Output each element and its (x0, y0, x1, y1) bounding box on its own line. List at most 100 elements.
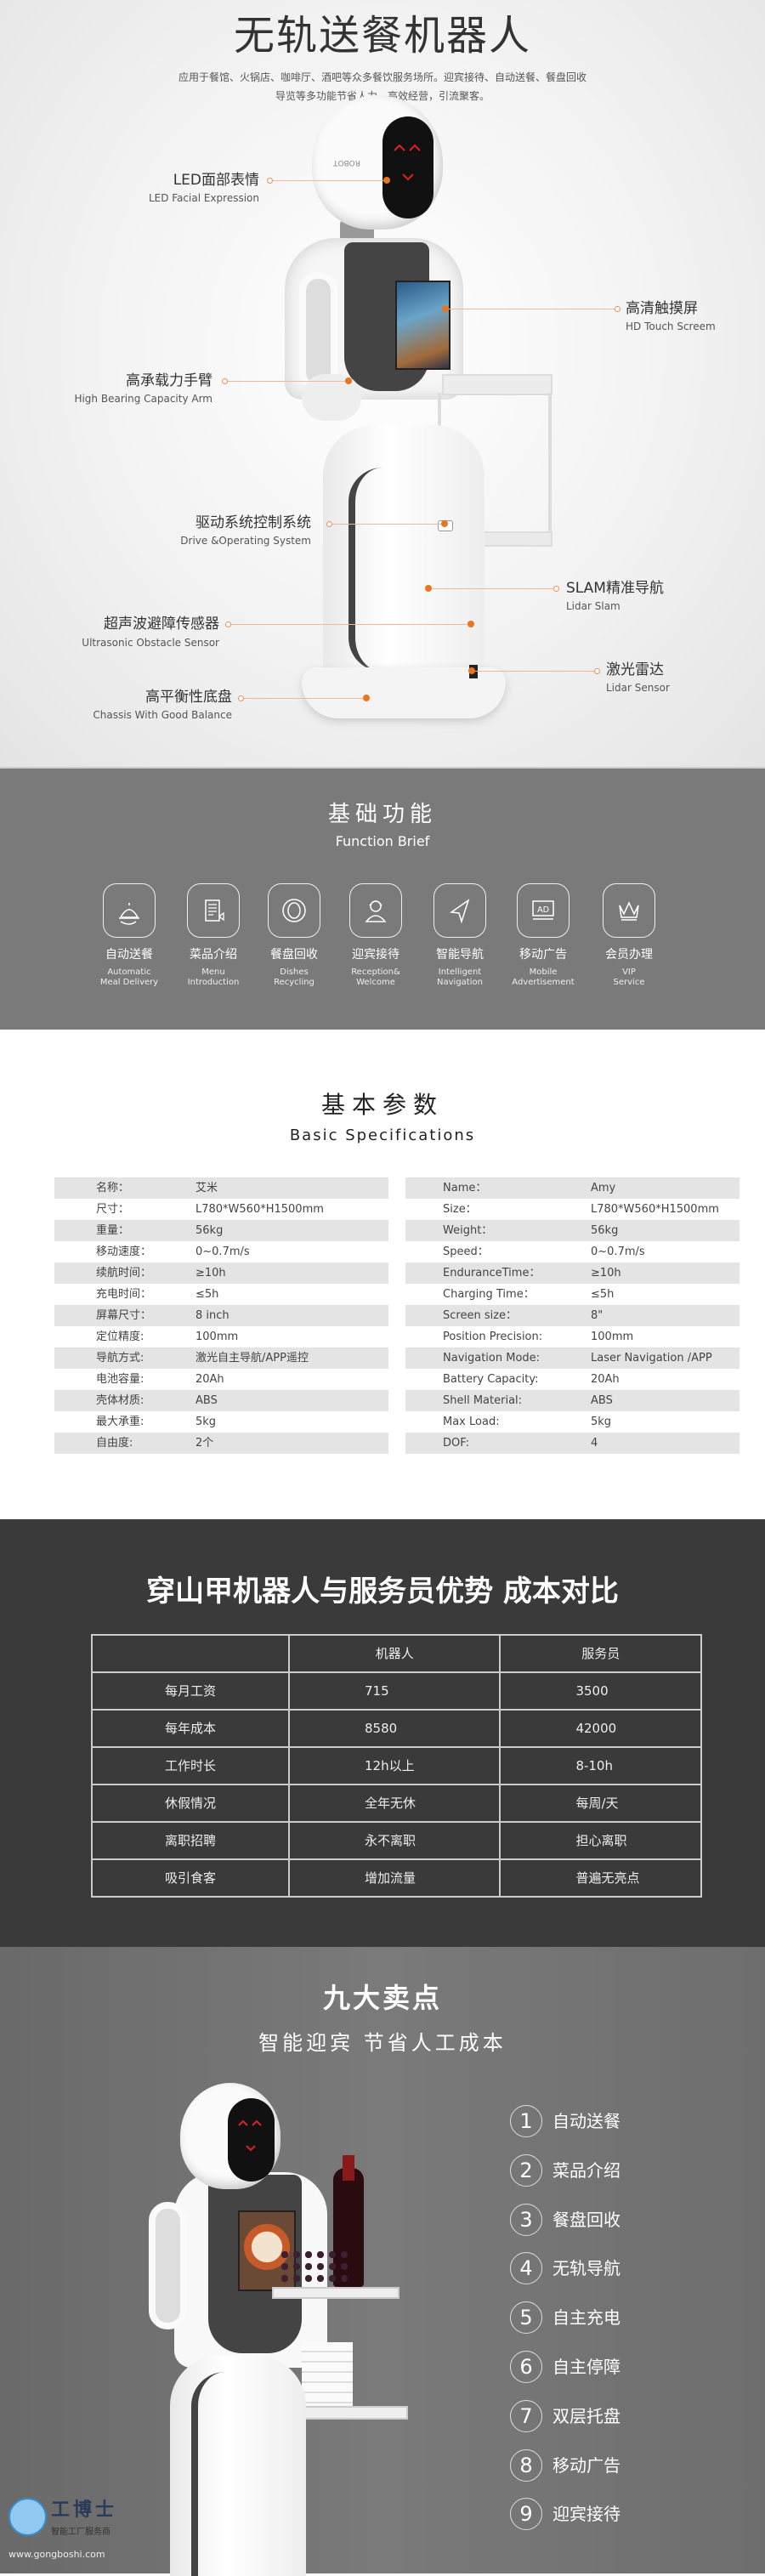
spec-label: 电池容量: (96, 1372, 144, 1386)
comparison-cell: 每周/天 (499, 1784, 702, 1823)
cloche-icon (119, 903, 139, 925)
selling-point-label: 菜品介绍 (552, 2159, 620, 2181)
crown-icon (619, 901, 639, 921)
selling-point-item: 9 迎宾接待 (510, 2498, 620, 2531)
callout-lidar-en: Lidar Sensor (606, 682, 670, 694)
function-label-cn: 移动广告 (519, 948, 567, 962)
watermark-url: www.gongboshi.com (8, 2549, 105, 2560)
spec-row: Charging Time： ≤5h (405, 1284, 740, 1305)
watermark-name: 工博士 (51, 2499, 118, 2521)
led-expression-icon (238, 2119, 262, 2152)
selling-point-label: 迎宾接待 (552, 2504, 620, 2525)
spec-value: 56kg (196, 1223, 224, 1237)
comparison-cell: 每年成本 (91, 1709, 290, 1748)
comparison-row: 休假情况 全年无休 每周/天 (91, 1784, 702, 1823)
watermark-tagline: 智能工厂服务商 (51, 2528, 110, 2537)
callout-slam-cn: SLAM精准导航 (566, 580, 664, 597)
selling-point-item: 3 餐盘回收 (510, 2203, 620, 2236)
function-6-button[interactable] (603, 883, 655, 938)
callout-chassis-cn: 高平衡性底盘 (145, 689, 232, 706)
callout-ultrasonic-cn: 超声波避障传感器 (104, 616, 219, 633)
spec-row: 续航时间： ≥10h (54, 1262, 388, 1284)
led-expression-icon (394, 144, 421, 181)
comparison-cell: 吸引食客 (91, 1858, 290, 1898)
spec-row: 移动速度： 0~0.7m/s (54, 1241, 388, 1262)
selling-points-title: 九大卖点 (322, 1982, 442, 2014)
spec-value: 艾米 (196, 1181, 218, 1194)
specifications-section: 基本参数 Basic Specifications 名称： 艾米 尺寸： L78… (0, 1030, 765, 1519)
spec-label: 移动速度： (96, 1245, 152, 1258)
comparison-cell: 3500 (499, 1671, 702, 1711)
function-label-en: Dishes (280, 967, 309, 977)
spec-value: ABS (591, 1393, 613, 1407)
comparison-title: 穿山甲机器人与服务员优势 成本对比 (146, 1575, 619, 1609)
number-circle: 9 (510, 2498, 542, 2531)
function-4-button[interactable] (434, 883, 486, 938)
number-circle: 7 (510, 2399, 542, 2432)
function-label-en: Automatic (107, 967, 151, 977)
callout-ultrasonic-en: Ultrasonic Obstacle Sensor (82, 637, 219, 649)
function-label-en: Welcome (356, 978, 395, 987)
spec-label: 尺寸： (96, 1202, 130, 1216)
function-label-en: Intelligent (438, 967, 482, 977)
spec-value: 8 inch (196, 1308, 230, 1322)
callout-arm-en: High Bearing Capacity Arm (74, 393, 212, 405)
comparison-cell: 担心离职 (499, 1821, 702, 1860)
function-brief-section: 基础功能 Function Brief 自动送餐 Automatic Meal … (0, 767, 765, 1030)
comparison-cell: 永不离职 (287, 1821, 502, 1860)
function-label-cn: 自动送餐 (105, 948, 153, 962)
spec-label: 续航时间： (96, 1266, 152, 1279)
touch-screen (395, 281, 450, 370)
spec-value: 激光自主导航/APP遥控 (196, 1351, 309, 1365)
number-circle: 8 (510, 2448, 542, 2482)
function-1-button[interactable] (187, 883, 240, 938)
spec-row: Speed： 0~0.7m/s (405, 1241, 740, 1262)
specs-table-english: Name： Amy Size： L780*W560*H1500mm Weight… (405, 1177, 740, 1454)
function-label-en: Service (613, 978, 645, 987)
led-face (382, 116, 434, 218)
spec-row: Size： L780*W560*H1500mm (405, 1199, 740, 1220)
function-label-en: Navigation (437, 978, 483, 987)
spec-row: Navigation Mode: Laser Navigation /APP (405, 1348, 740, 1369)
function-2-button[interactable] (268, 883, 320, 938)
spec-label: Battery Capacity: (443, 1372, 539, 1386)
spec-label: EnduranceTime： (443, 1266, 541, 1279)
selling-point-label: 自动送餐 (552, 2111, 620, 2131)
selling-point-item: 4 无轨导航 (510, 2252, 620, 2285)
spec-value: ≥10h (591, 1266, 621, 1279)
function-5-button[interactable]: AD (517, 883, 570, 938)
selling-point-label: 移动广告 (552, 2454, 620, 2476)
comparison-cell: 工作时长 (91, 1746, 290, 1785)
number-circle: 3 (510, 2203, 542, 2236)
comparison-cell: 8580 (287, 1709, 502, 1748)
spec-label: Weight： (443, 1223, 493, 1237)
function-subtitle: Function Brief (335, 833, 430, 849)
robot-head-brand: ROBOT (333, 158, 360, 167)
spec-row: Weight： 56kg (405, 1220, 740, 1241)
comparison-header-cell (91, 1634, 290, 1673)
spec-label: 充电时间： (96, 1287, 152, 1301)
spec-value: 4 (591, 1436, 598, 1450)
comparison-row: 工作时长 12h以上 8-10h (91, 1746, 702, 1785)
function-3-button[interactable] (349, 883, 402, 938)
function-label-en: Advertisement (512, 978, 575, 987)
spec-label: Size： (443, 1202, 477, 1216)
comparison-cell: 8-10h (499, 1746, 702, 1785)
comparison-row: 吸引食客 增加流量 普遍无亮点 (91, 1858, 702, 1898)
spec-value: 20Ah (196, 1372, 224, 1386)
robot-image: ROBOT (0, 0, 765, 767)
spec-label: Name： (443, 1181, 487, 1194)
comparison-header-cell: 服务员 (499, 1634, 702, 1673)
spec-label: Position Precision: (443, 1330, 543, 1343)
selling-point-item: 2 菜品介绍 (510, 2153, 620, 2187)
spec-value: 0~0.7m/s (196, 1245, 250, 1258)
comparison-header-cell: 机器人 (287, 1634, 502, 1673)
function-label-en: Introduction (187, 978, 240, 987)
spec-value: ABS (196, 1393, 218, 1407)
spec-label: 屏幕尺寸： (96, 1308, 152, 1322)
selling-point-item: 7 双层托盘 (510, 2399, 620, 2432)
callout-led-face-en: LED Facial Expression (148, 192, 259, 204)
function-0-button[interactable] (103, 883, 156, 938)
spec-value: Laser Navigation /APP (591, 1351, 712, 1365)
plate-icon (282, 899, 306, 922)
